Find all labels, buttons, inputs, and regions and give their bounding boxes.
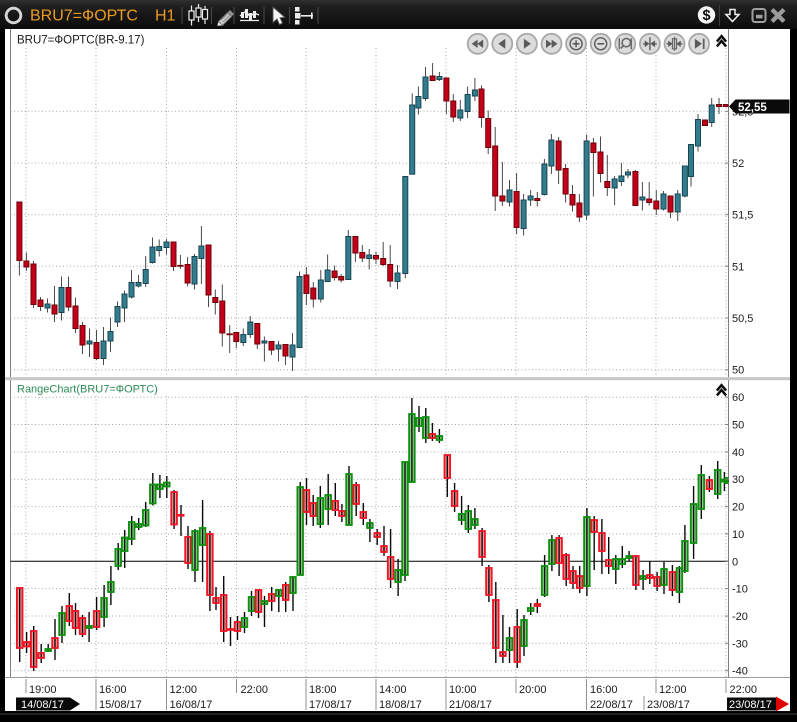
svg-text:19:00: 19:00 [29, 684, 57, 696]
svg-text:51: 51 [732, 261, 744, 273]
svg-text:50: 50 [732, 420, 744, 432]
svg-text:14/08/17: 14/08/17 [21, 699, 64, 711]
svg-text:30: 30 [732, 474, 744, 486]
svg-text:23/08/17: 23/08/17 [729, 699, 772, 711]
svg-text:10:00: 10:00 [449, 684, 477, 696]
svg-text:-10: -10 [732, 584, 748, 596]
svg-text:10: 10 [732, 529, 744, 541]
svg-text:40: 40 [732, 447, 744, 459]
svg-text:BRU7=ФОРТС: BRU7=ФОРТС [30, 8, 138, 25]
svg-text:52,55: 52,55 [738, 102, 767, 114]
svg-text:23/08/17: 23/08/17 [647, 699, 690, 711]
svg-text:15/08/17: 15/08/17 [99, 699, 142, 711]
svg-text:17/08/17: 17/08/17 [309, 699, 352, 711]
svg-text:20: 20 [732, 502, 744, 514]
svg-text:18/08/17: 18/08/17 [379, 699, 422, 711]
svg-text:60: 60 [732, 392, 744, 404]
svg-text:H1: H1 [155, 8, 176, 25]
svg-text:22/08/17: 22/08/17 [590, 699, 633, 711]
svg-text:51,5: 51,5 [732, 210, 753, 222]
svg-text:52: 52 [732, 158, 744, 170]
svg-text:-40: -40 [732, 666, 748, 678]
svg-text:18:00: 18:00 [309, 684, 337, 696]
svg-text:50,5: 50,5 [732, 313, 753, 325]
svg-text:16:00: 16:00 [99, 684, 127, 696]
svg-text:20:00: 20:00 [519, 684, 547, 696]
svg-text:12:00: 12:00 [659, 684, 687, 696]
svg-text:12:00: 12:00 [170, 684, 198, 696]
svg-text:22:00: 22:00 [241, 684, 269, 696]
svg-text:14:00: 14:00 [379, 684, 407, 696]
svg-text:BRU7=ФОРТС(BR-9.17): BRU7=ФОРТС(BR-9.17) [17, 35, 145, 47]
svg-text:-20: -20 [732, 611, 748, 623]
svg-text:-30: -30 [732, 638, 748, 650]
svg-text:22:00: 22:00 [730, 684, 758, 696]
svg-text:RangeChart(BRU7=ФОРТС): RangeChart(BRU7=ФОРТС) [17, 384, 158, 396]
svg-text:50: 50 [732, 365, 744, 377]
svg-text:$: $ [702, 8, 710, 24]
svg-text:16:00: 16:00 [590, 684, 618, 696]
svg-text:16/08/17: 16/08/17 [170, 699, 213, 711]
svg-text:21/08/17: 21/08/17 [449, 699, 492, 711]
svg-text:0: 0 [732, 556, 738, 568]
